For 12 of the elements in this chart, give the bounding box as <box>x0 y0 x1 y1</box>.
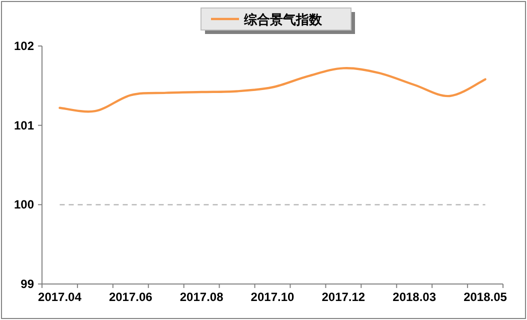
x-tick-label: 2017.10 <box>250 290 295 304</box>
x-tick-label: 2017.12 <box>322 290 366 304</box>
y-tick-label: 102 <box>14 39 34 53</box>
legend-label: 综合景气指数 <box>243 12 323 27</box>
x-tick-label: 2017.06 <box>108 290 153 304</box>
x-tick-label: 2017.04 <box>38 290 82 304</box>
x-tick-label: 2017.08 <box>180 290 224 304</box>
x-tick-label: 2018.03 <box>392 290 436 304</box>
y-tick-label: 101 <box>14 118 34 132</box>
y-tick-label: 99 <box>20 277 34 291</box>
x-tick-label: 2018.05 <box>464 290 508 304</box>
y-tick-label: 100 <box>14 198 34 212</box>
